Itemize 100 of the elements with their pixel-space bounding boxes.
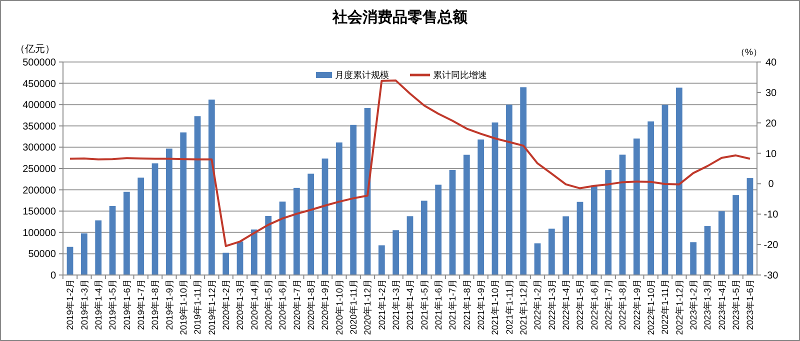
bar xyxy=(619,154,626,275)
bar xyxy=(265,216,272,275)
bar xyxy=(633,138,640,275)
y2-tick-label: -30 xyxy=(764,270,779,282)
bar xyxy=(152,163,158,275)
x-tick-label: 2022年1-3月 xyxy=(546,279,557,330)
x-tick-label: 2020年1-6月 xyxy=(278,279,288,330)
x-tick-label: 2021年1-12月 xyxy=(518,279,528,336)
bar xyxy=(520,87,527,275)
x-tick-label: 2022年1-6月 xyxy=(589,279,600,330)
y-tick-label: 300000 xyxy=(22,142,56,154)
x-tick-label: 2022年1-12月 xyxy=(674,279,684,336)
bar xyxy=(250,230,258,275)
y-tick-label: 0 xyxy=(50,270,56,282)
bar xyxy=(123,192,130,275)
x-tick-label: 2022年1-4月 xyxy=(560,279,571,330)
x-tick-label: 2020年1-12月 xyxy=(362,279,373,336)
bar xyxy=(222,252,230,275)
legend-label: 月度累计规模 xyxy=(335,70,389,80)
bar xyxy=(236,242,244,275)
bar xyxy=(590,185,598,275)
bar xyxy=(420,200,428,275)
bar xyxy=(506,104,512,275)
bar xyxy=(478,140,484,275)
bar xyxy=(562,216,570,275)
y-tick-label: 100000 xyxy=(22,228,56,239)
x-tick-label: 2021年1-2月 xyxy=(376,279,387,330)
bar xyxy=(95,220,102,275)
legend-label: 累计同比增速 xyxy=(433,70,487,80)
y-tick-label: 450000 xyxy=(22,78,56,90)
x-tick-label: 2021年1-8月 xyxy=(462,279,472,330)
y-tick-label: 50000 xyxy=(28,249,56,260)
bar xyxy=(208,100,215,275)
x-tick-label: 2020年1-8月 xyxy=(306,279,316,330)
y-tick-label: 400000 xyxy=(22,100,56,112)
bar xyxy=(322,158,328,275)
x-tick-label: 2023年1-3月 xyxy=(702,279,713,330)
x-tick-label: 2019年1-7月 xyxy=(136,279,146,330)
bar xyxy=(718,211,725,275)
line-series xyxy=(69,80,751,248)
y-tick-label: 350000 xyxy=(22,121,56,132)
bar xyxy=(449,170,456,275)
bar xyxy=(109,206,116,275)
x-tick-label: 2019年1-5月 xyxy=(108,279,118,330)
bar xyxy=(336,142,342,275)
x-tick-label: 2021年1-11月 xyxy=(504,279,514,334)
bar xyxy=(378,245,385,275)
x-tick-label: 2019年1-12月 xyxy=(206,279,217,336)
bar xyxy=(492,122,498,275)
bar xyxy=(732,195,740,275)
bar xyxy=(676,88,682,275)
x-tick-label: 2019年1-11月 xyxy=(192,279,203,334)
x-tick-label: 2021年1-5月 xyxy=(419,279,430,330)
x-tick-label: 2020年1-2月 xyxy=(220,279,231,330)
y-axis-title: （亿元） xyxy=(15,44,55,55)
y2-tick-label: 0 xyxy=(768,179,774,190)
bar xyxy=(435,184,442,275)
x-tick-label: 2019年1-3月 xyxy=(79,279,90,330)
x-tick-label: 2022年1-10月 xyxy=(646,279,656,336)
bar xyxy=(308,174,314,275)
x-tick-label: 2021年1-9月 xyxy=(476,279,486,330)
bar xyxy=(534,243,541,275)
bar xyxy=(279,202,286,275)
y2-tick-label: -20 xyxy=(764,240,779,252)
bar xyxy=(662,104,668,275)
x-tick-label: 2019年1-10月 xyxy=(178,279,188,336)
x-tick-label: 2020年1-3月 xyxy=(235,279,246,330)
y2-tick-label: 20 xyxy=(765,118,777,130)
y-tick-label: 200000 xyxy=(22,185,56,196)
bar xyxy=(576,202,584,275)
bar xyxy=(406,216,414,275)
y2-tick-label: -10 xyxy=(764,210,779,221)
bar xyxy=(463,154,470,275)
x-tick-label: 2022年1-5月 xyxy=(575,279,586,330)
y-tick-label: 500000 xyxy=(22,58,56,68)
x-tick-label: 2020年1-7月 xyxy=(292,279,302,330)
x-tick-label: 2022年1-2月 xyxy=(532,279,543,330)
x-tick-label: 2020年1-11月 xyxy=(348,279,358,334)
bar xyxy=(648,121,654,275)
bar xyxy=(180,132,187,275)
x-tick-label: 2021年1-7月 xyxy=(448,279,458,330)
x-tick-label: 2023年1-6月 xyxy=(745,279,756,330)
x-tick-label: 2019年1-4月 xyxy=(93,279,104,330)
bar xyxy=(166,148,172,275)
y2-tick-label: 10 xyxy=(765,148,777,160)
x-tick-label: 2022年1-8月 xyxy=(618,279,628,330)
x-tick-label: 2020年1-9月 xyxy=(320,279,330,330)
bar xyxy=(80,233,88,275)
bar xyxy=(605,170,612,275)
y-tick-label: 250000 xyxy=(22,164,56,175)
x-tick-label: 2019年1-6月 xyxy=(122,279,132,330)
x-tick-label: 2022年1-7月 xyxy=(603,279,614,330)
bar xyxy=(704,226,711,275)
y-tick-label: 150000 xyxy=(22,206,56,218)
x-tick-label: 2022年1-11月 xyxy=(660,279,670,334)
x-tick-label: 2021年1-6月 xyxy=(433,279,444,330)
bar xyxy=(293,188,300,275)
x-tick-label: 2019年1-9月 xyxy=(164,279,174,330)
bar xyxy=(690,242,697,275)
bar xyxy=(746,178,754,275)
